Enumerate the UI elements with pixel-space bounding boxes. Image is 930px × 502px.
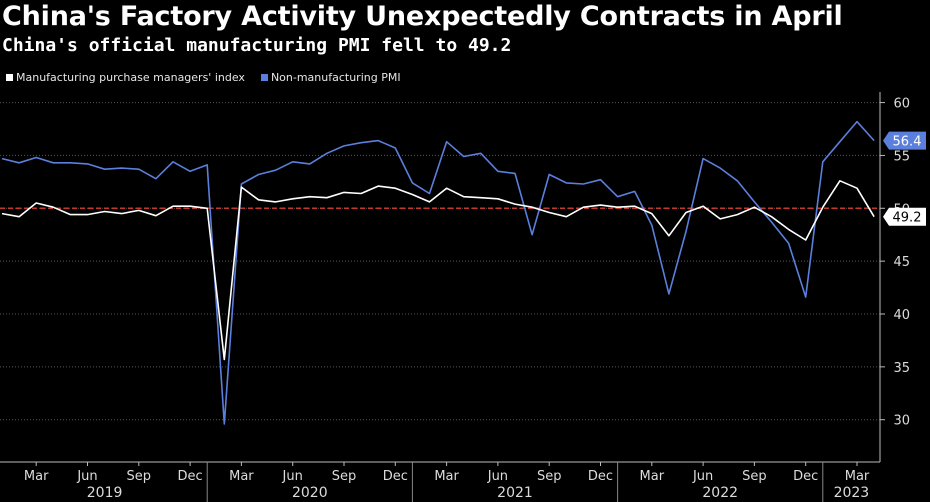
legend-item-non-manufacturing: Non-manufacturing PMI [260, 71, 401, 84]
series-line-non-manufacturing [1, 120, 875, 425]
x-tick-label-2019-06: Jun [76, 469, 97, 484]
x-tick-label-2023-03: Mar [845, 469, 870, 484]
x-tick-label-2019-09: Sep [127, 469, 152, 484]
legend-swatch-manufacturing [6, 74, 13, 81]
x-tick-label-2022-09: Sep [742, 469, 767, 484]
y-tick-label-45: 45 [893, 255, 910, 270]
x-tick-label-2022-06: Jun [692, 469, 713, 484]
y-tick-label-30: 30 [893, 414, 910, 429]
last-value-badge-manufacturing [883, 207, 926, 226]
x-tick-label-2019-12: Dec [178, 469, 203, 484]
year-label-2021: 2021 [497, 485, 533, 501]
y-tick-label-60: 60 [893, 97, 910, 112]
x-tick-label-2021-12: Dec [588, 469, 613, 484]
x-tick-label-2021-09: Sep [537, 469, 562, 484]
x-tick-label-2022-03: Mar [640, 469, 665, 484]
last-value-label-non-manufacturing: 56.4 [893, 135, 922, 150]
x-tick-label-2020-03: Mar [229, 469, 254, 484]
legend-swatch-non-manufacturing [260, 74, 268, 81]
y-tick-label-55: 55 [893, 149, 910, 164]
x-tick-label-2020-09: Sep [332, 469, 357, 484]
chart-subtitle: China's official manufacturing PMI fell … [2, 35, 512, 56]
x-tick-label-2021-06: Jun [487, 469, 508, 484]
x-tick-label-2022-12: Dec [793, 469, 818, 484]
x-tick-label-2021-03: Mar [434, 469, 459, 484]
year-label-2019: 2019 [87, 485, 123, 501]
x-tick-label-2020-12: Dec [383, 469, 408, 484]
legend: Manufacturing purchase managers' index N… [6, 71, 401, 84]
y-tick-label-35: 35 [893, 361, 910, 376]
last-value-label-manufacturing: 49.2 [893, 211, 922, 226]
last-value-badge-non-manufacturing [883, 131, 926, 150]
series-line-manufacturing [1, 180, 875, 361]
legend-item-manufacturing: Manufacturing purchase managers' index [6, 71, 245, 84]
legend-label-manufacturing: Manufacturing purchase managers' index [16, 71, 245, 84]
year-label-2020: 2020 [292, 485, 328, 501]
y-tick-label-40: 40 [893, 308, 910, 323]
year-label-2023: 2023 [834, 485, 870, 501]
x-tick-label-2019-03: Mar [24, 469, 49, 484]
chart-title: China's Factory Activity Unexpectedly Co… [2, 1, 843, 32]
year-label-2022: 2022 [702, 485, 738, 501]
legend-label-non-manufacturing: Non-manufacturing PMI [270, 71, 401, 84]
x-tick-label-2020-06: Jun [282, 469, 303, 484]
